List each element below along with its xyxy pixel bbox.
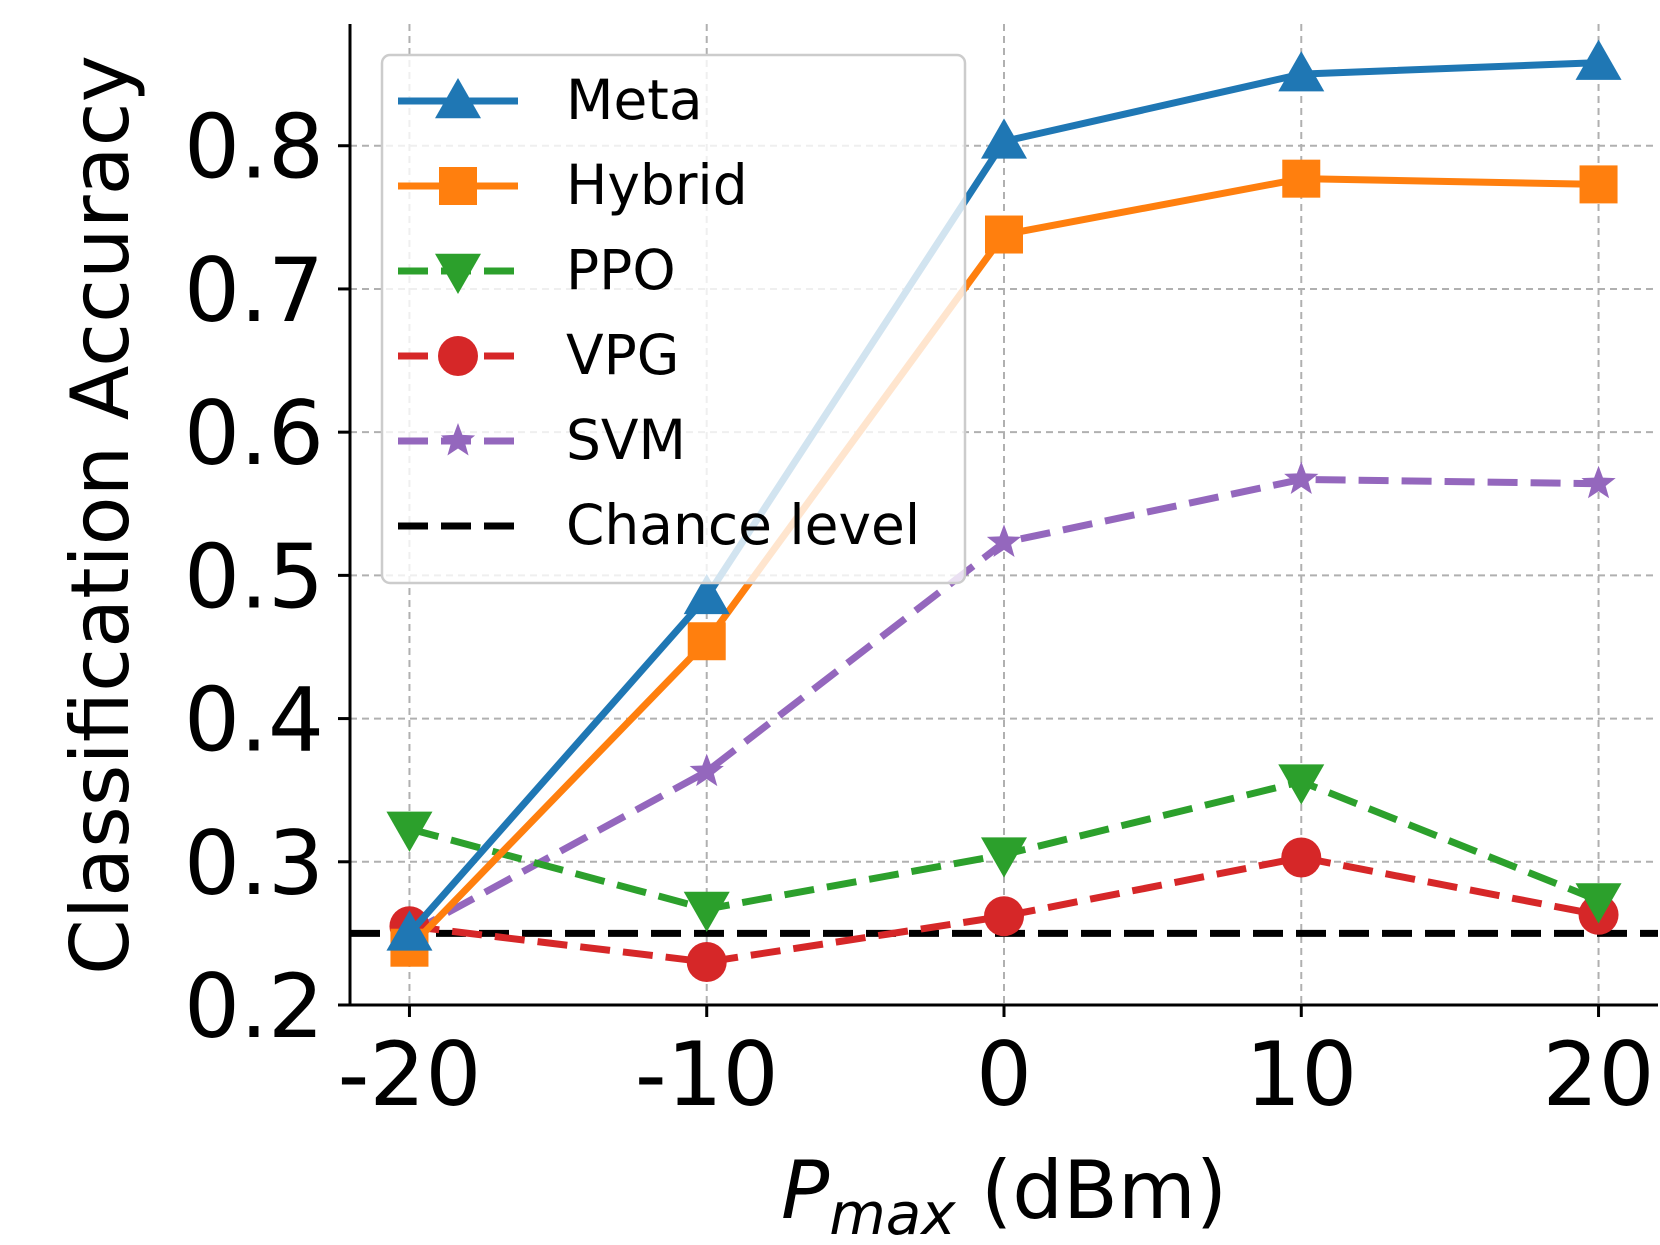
series-meta	[386, 39, 1622, 951]
series-line-vpg	[409, 853, 1600, 966]
y-tick-label: 0.2	[184, 955, 324, 1058]
y-tick-label: 0.3	[184, 812, 324, 915]
x-tick-label: 20	[1543, 1023, 1655, 1126]
y-tick-label: 0.6	[184, 382, 324, 485]
legend-label-meta: Meta	[566, 68, 703, 132]
point-ppo	[683, 891, 730, 933]
series-lines	[350, 39, 1658, 983]
point-svm	[1284, 461, 1319, 494]
legend-marker-meta	[435, 78, 481, 119]
legend-marker-ppo	[435, 253, 481, 294]
point-vpg	[984, 896, 1024, 937]
y-tick-label: 0.8	[184, 96, 324, 199]
legend-marker-hybrid	[439, 167, 477, 205]
y-tick-label: 0.5	[184, 525, 324, 628]
point-vpg	[686, 942, 727, 983]
x-axis-label-subscript: max	[829, 1180, 956, 1245]
tick-marks	[338, 144, 1601, 1017]
point-svm	[1581, 465, 1616, 499]
point-ppo	[1575, 883, 1622, 924]
tick-labels: -20 -10 0 10 20 0.2 0.3 0.4 0.5 0.6 0.7 0.8	[184, 96, 1654, 1126]
series-hybrid	[390, 159, 1618, 967]
x-tick-label: 10	[1245, 1023, 1357, 1126]
legend-label-svm: SVM	[566, 408, 686, 472]
point-hybrid	[1579, 165, 1618, 204]
y-tick-label: 0.4	[184, 669, 324, 772]
point-meta	[981, 118, 1027, 159]
x-tick-label: -10	[635, 1023, 779, 1126]
point-svm	[986, 524, 1022, 557]
y-axis-label: Classification Accuracy	[54, 55, 147, 975]
legend-label-ppo: PPO	[566, 238, 676, 302]
point-ppo	[1278, 764, 1325, 805]
series-ppo	[386, 764, 1622, 933]
legend: Meta Hybrid PPO VPG SVM Chance level	[380, 53, 967, 585]
legend-label-vpg: VPG	[566, 323, 679, 387]
point-hybrid	[1282, 159, 1321, 198]
point-hybrid	[985, 215, 1023, 254]
point-meta	[1278, 51, 1325, 92]
x-axis-label-symbol: P	[781, 1144, 830, 1237]
x-axis-label: Pmax (dBm)	[781, 1144, 1227, 1245]
y-tick-label: 0.7	[184, 239, 324, 342]
legend-label-hybrid: Hybrid	[566, 153, 748, 217]
legend-marker-svm	[440, 423, 476, 456]
point-svm	[689, 753, 724, 787]
point-ppo	[386, 811, 433, 852]
legend-label-chance-level: Chance level	[566, 493, 920, 557]
x-tick-label: 0	[976, 1023, 1032, 1126]
x-axis-label-unit: (dBm)	[956, 1144, 1227, 1237]
point-meta	[386, 910, 433, 951]
point-hybrid	[687, 622, 726, 661]
point-meta	[683, 573, 730, 615]
point-ppo	[981, 837, 1027, 878]
point-vpg	[1281, 837, 1322, 878]
legend-frame	[380, 53, 967, 585]
legend-marker-vpg	[438, 336, 478, 376]
point-meta	[1575, 39, 1622, 80]
x-tick-label: -20	[338, 1023, 482, 1126]
